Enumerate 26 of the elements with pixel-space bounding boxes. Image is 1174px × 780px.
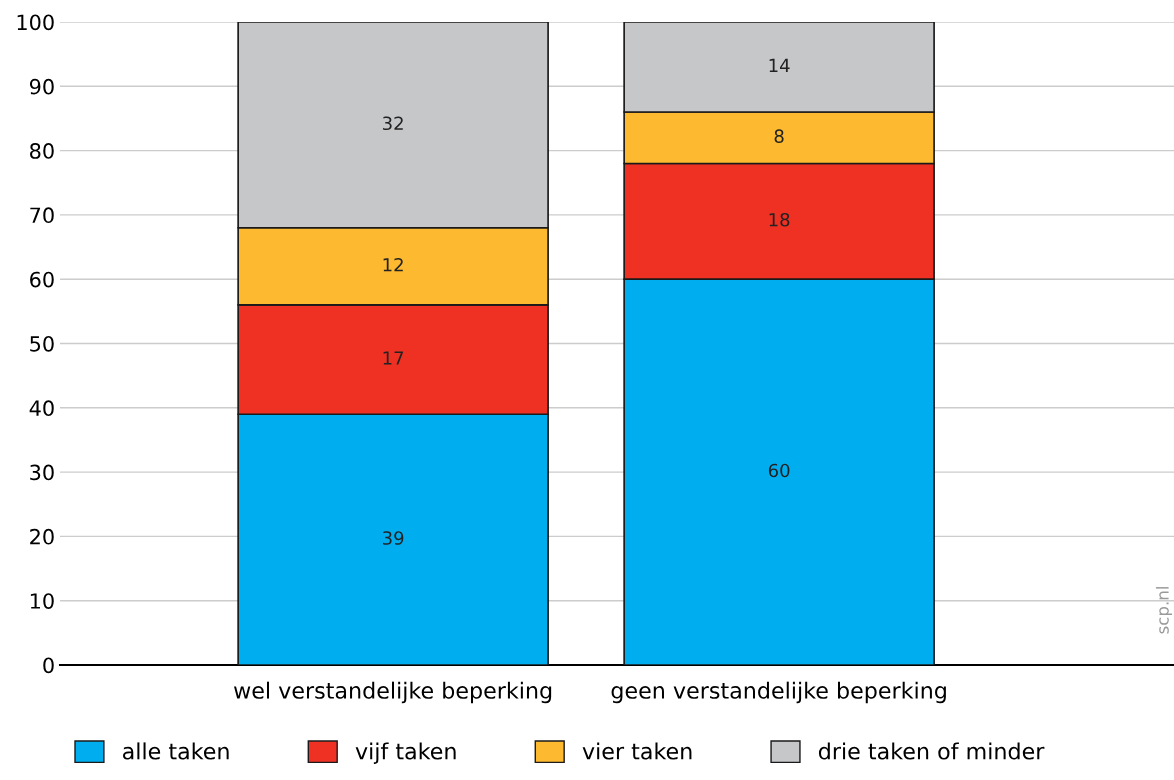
data-label: 14 (769, 58, 790, 72)
y-tick-label: 0 (43, 657, 54, 674)
y-tick-label: 30 (30, 464, 54, 481)
data-label: 32 (383, 116, 403, 131)
y-tick-label: 10 (30, 593, 54, 609)
y-tick-label: 20 (30, 528, 54, 545)
data-label: 17 (383, 351, 404, 365)
legend-label: drie taken of minder (818, 742, 1045, 760)
y-tick-label: 40 (29, 400, 54, 417)
x-tick-label: wel verstandelijke beperking (234, 681, 552, 704)
y-tick-label: 80 (30, 143, 54, 159)
y-tick-label: 100 (17, 14, 54, 31)
data-label: 39 (383, 531, 404, 545)
y-tick-label: 90 (29, 78, 54, 95)
legend-label: vier taken (582, 742, 692, 760)
x-tick-label: geen verstandelijke beperking (611, 681, 946, 704)
legend-label: vijf taken (355, 742, 456, 764)
annotation: scp.nl (1155, 587, 1173, 634)
data-label: 60 (768, 463, 790, 478)
data-label: 18 (769, 212, 790, 227)
legend-label: alle taken (123, 742, 229, 760)
data-label: 8 (774, 129, 784, 143)
y-tick-label: 70 (30, 207, 54, 224)
data-label: 12 (383, 257, 403, 272)
y-tick-label: 50 (30, 335, 54, 352)
y-tick-label: 60 (30, 271, 54, 288)
